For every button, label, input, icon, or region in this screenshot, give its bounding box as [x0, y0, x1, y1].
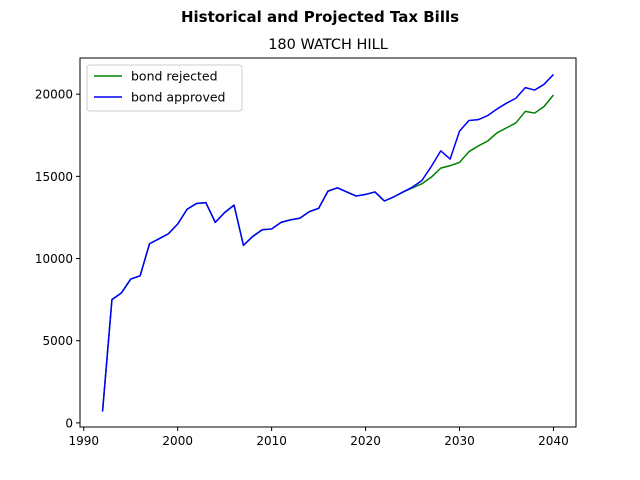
- chart-title: 180 WATCH HILL: [268, 37, 388, 53]
- y-axis: 0 5000 10000 15000 20000: [35, 88, 80, 430]
- series-line-1: [101, 73, 554, 412]
- chart-suptitle: Historical and Projected Tax Bills: [181, 8, 459, 26]
- y-tick-label-1: 5000: [42, 334, 73, 348]
- x-tick-label-0: 1990: [68, 434, 99, 448]
- series-layer: [101, 73, 555, 412]
- x-tick-label-3: 2020: [350, 434, 381, 448]
- legend: bond rejected bond approved: [86, 64, 243, 112]
- x-tick-label-4: 2030: [444, 434, 475, 448]
- y-tick-label-0: 0: [65, 416, 73, 430]
- legend-label-1: bond approved: [131, 90, 225, 105]
- x-tick-label-2: 2010: [256, 434, 287, 448]
- x-tick-label-1: 2000: [162, 434, 193, 448]
- y-tick-label-3: 15000: [35, 170, 73, 184]
- x-axis: 1990 2000 2010 2020 2030 2040: [68, 427, 569, 448]
- legend-label-0: bond rejected: [131, 69, 218, 84]
- series-line-0: [101, 94, 555, 412]
- x-tick-label-5: 2040: [538, 434, 569, 448]
- legend-box: [86, 64, 243, 112]
- y-tick-label-4: 20000: [35, 88, 73, 102]
- plot-frame: [79, 57, 577, 428]
- y-tick-label-2: 10000: [35, 252, 73, 266]
